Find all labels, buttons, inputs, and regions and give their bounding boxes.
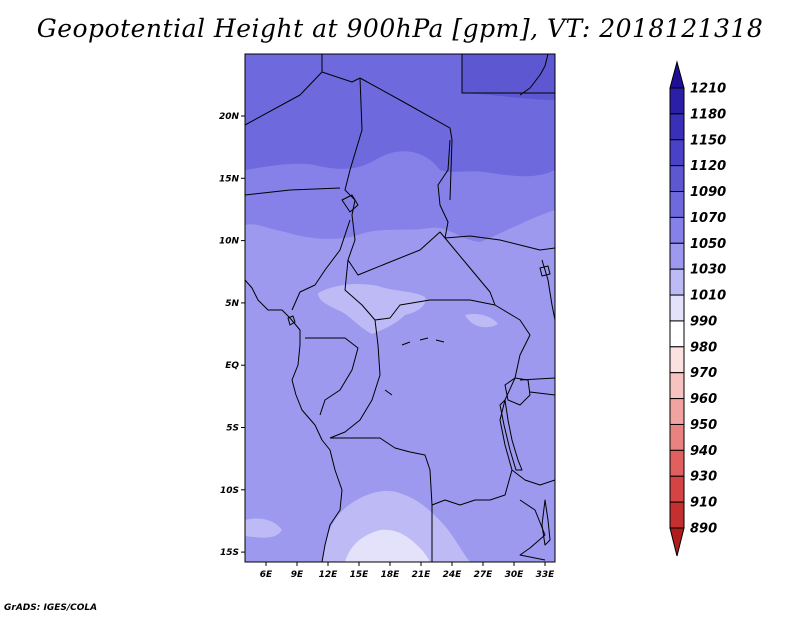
- colorbar-swatch: [669, 139, 685, 167]
- grads-credit: GrADS: IGES/COLA: [4, 603, 98, 613]
- colorbar-level-label: 950: [690, 418, 717, 433]
- lon-tick-label: 15E: [350, 570, 370, 580]
- lat-tick-label: 15S: [220, 548, 239, 558]
- border-congo-drc: [329, 319, 381, 439]
- colorbar-level-label: 1090: [690, 185, 726, 200]
- congo-river-lakes: [384, 337, 445, 396]
- field-1090-1120: [462, 54, 555, 100]
- colorbar-swatch: [669, 113, 685, 141]
- lake-tana: [539, 265, 551, 277]
- field-1010-1030-north: [318, 284, 426, 334]
- colorbar-level-label: 930: [690, 470, 717, 485]
- border-sahel-nigeria: [245, 187, 341, 196]
- colorbar-level-label: 940: [690, 444, 717, 459]
- colorbar: 1210 1180 1150 1120 1090 1070 1050 1030 1010 990 9…: [669, 60, 726, 557]
- colorbar-level-label: 1010: [690, 289, 726, 304]
- colorbar-level-label: 1030: [690, 263, 726, 278]
- coastline-west-africa: [245, 279, 343, 562]
- colorbar-swatch: [669, 268, 685, 296]
- lat-tick-label: 10S: [220, 486, 239, 496]
- colorbar-swatch: [669, 320, 685, 348]
- colorbar-swatch: [669, 216, 685, 244]
- colorbar-level-label: 1050: [690, 237, 726, 252]
- border-zambia-east: [511, 469, 555, 561]
- lake-tanganyika: [499, 399, 523, 471]
- lat-tick-label: 5S: [226, 424, 239, 434]
- field-1010-1030-north-b: [465, 314, 498, 328]
- border-chad-sudan: [437, 139, 451, 239]
- lake-malawi: [541, 499, 551, 546]
- colorbar-level-label: 990: [690, 314, 717, 329]
- colorbar-swatch: [669, 87, 685, 115]
- lon-tick-label: 6E: [260, 570, 273, 580]
- lat-tick-label: 15N: [219, 174, 240, 184]
- lat-tick-label: 20N: [219, 112, 240, 122]
- colorbar-level-label: 1120: [690, 159, 726, 174]
- colorbar-level-label: 980: [690, 340, 717, 355]
- colorbar-level-label: 890: [690, 522, 717, 537]
- border-libya-egypt-sudan: [321, 54, 555, 94]
- colorbar-swatch: [669, 423, 685, 451]
- colorbar-bottom-arrow: [669, 527, 685, 557]
- colorbar-swatch: [669, 346, 685, 374]
- map-axes: 6E 9E 12E 15E 18E 21E 24E 27E 30E 33E 20N 15N 10N 5N E…: [219, 112, 555, 580]
- lat-tick-label: EQ: [225, 361, 239, 371]
- border-gabon-congo: [305, 337, 359, 416]
- border-south-sudan-east: [541, 259, 555, 321]
- bioko-island: [287, 315, 296, 326]
- lon-tick-label: 24E: [443, 570, 463, 580]
- colorbar-level-label: 1070: [690, 211, 726, 226]
- colorbar-swatch: [669, 501, 685, 529]
- colorbar-level-label: 910: [690, 496, 717, 511]
- border-niger-chad: [344, 77, 363, 216]
- lon-tick-label: 18E: [381, 570, 401, 580]
- border-sudan-south-sudan: [444, 235, 555, 251]
- colorbar-swatch: [669, 294, 685, 322]
- colorbar-level-label: 970: [690, 366, 717, 381]
- colorbar-swatch: [669, 398, 685, 425]
- colorbar-swatch: [669, 165, 685, 193]
- colorbar-level-label: 1150: [690, 133, 726, 148]
- lake-victoria: [504, 377, 531, 406]
- colorbar-level-label: 1180: [690, 107, 726, 122]
- colorbar-top-arrow: [669, 60, 685, 89]
- border-car: [347, 214, 496, 306]
- colorbar-swatch: [669, 449, 685, 477]
- lon-tick-label: 21E: [412, 570, 432, 580]
- lon-tick-label: 27E: [474, 570, 494, 580]
- height-contour-fills: [245, 54, 555, 562]
- colorbar-level-label: 960: [690, 392, 717, 407]
- colorbar-level-label: 1210: [690, 82, 726, 97]
- coastline-red-sea: [519, 54, 549, 96]
- colorbar-swatch: [669, 191, 685, 218]
- country-borders: [245, 54, 555, 562]
- lon-tick-label: 33E: [536, 570, 556, 580]
- border-car-south: [344, 259, 496, 321]
- border-nigeria-cameroon: [291, 219, 351, 311]
- lat-tick-label: 10N: [219, 237, 240, 247]
- colorbar-swatch: [669, 242, 685, 270]
- map-frame: [244, 53, 556, 563]
- field-1010-1030-sw: [245, 518, 282, 538]
- colorbar-swatch: [669, 475, 685, 503]
- lat-tick-label: 5N: [225, 299, 239, 309]
- colorbar-swatch: [669, 372, 685, 400]
- lon-tick-label: 12E: [319, 570, 339, 580]
- chart-title: Geopotential Height at 900hPa [gpm], VT:…: [36, 14, 764, 43]
- lon-tick-label: 9E: [291, 570, 304, 580]
- field-990-1010: [345, 529, 430, 562]
- lake-chad: [341, 194, 359, 213]
- lon-tick-label: 30E: [505, 570, 525, 580]
